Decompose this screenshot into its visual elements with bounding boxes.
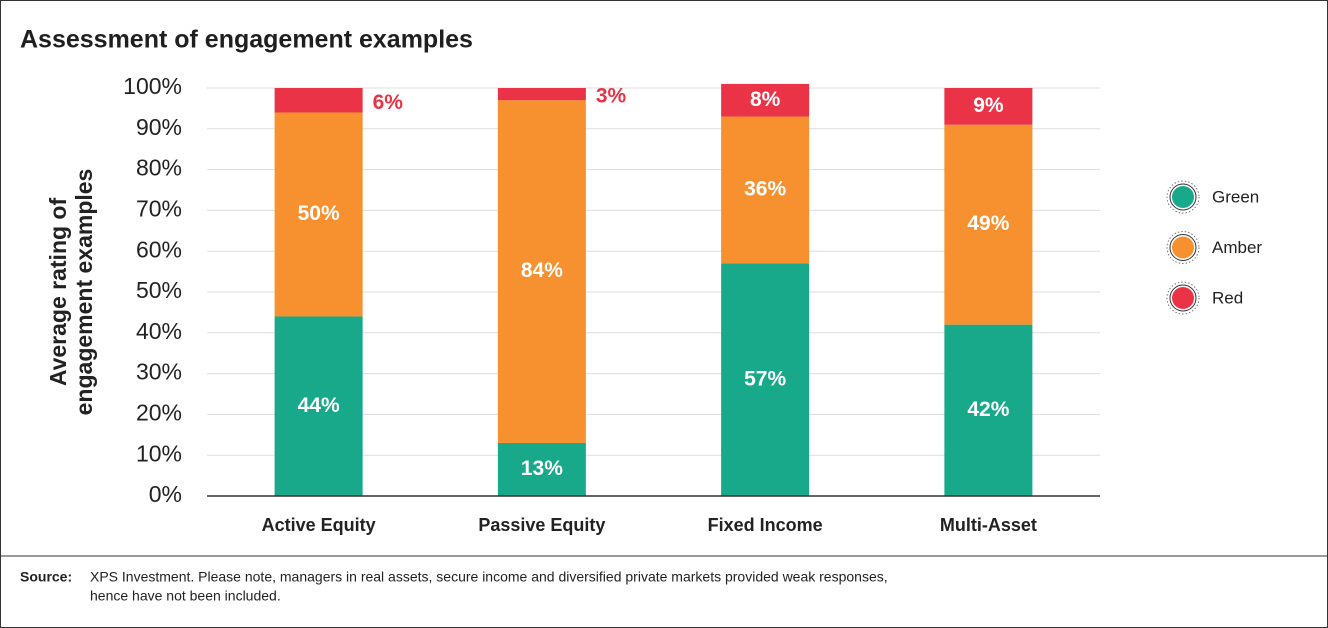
- y-tick-label: 90%: [136, 114, 182, 140]
- data-label: 50%: [298, 202, 340, 225]
- legend-swatch: [1172, 236, 1194, 259]
- bar-segment: [274, 88, 363, 113]
- legend-ring: [1166, 281, 1200, 315]
- x-tick-label: Fixed Income: [708, 515, 823, 535]
- data-label: 84%: [521, 259, 563, 282]
- x-tick-label: Passive Equity: [478, 515, 605, 535]
- y-tick-label: 70%: [136, 195, 182, 221]
- legend-swatch: [1172, 186, 1194, 208]
- legend-label: Amber: [1212, 238, 1262, 257]
- data-label: 13%: [521, 457, 563, 480]
- bar-segment: [497, 88, 586, 101]
- data-label: 8%: [750, 88, 781, 111]
- x-tick-label: Active Equity: [262, 515, 376, 535]
- data-label: 42%: [967, 398, 1009, 421]
- bar-segment: [497, 100, 586, 443]
- legend-swatch: [1172, 287, 1194, 309]
- legend-label: Red: [1212, 288, 1243, 307]
- x-tick-label: Multi-Asset: [940, 515, 1037, 535]
- bar-segment: [721, 263, 810, 496]
- y-tick-label: 80%: [136, 155, 182, 181]
- data-label: 9%: [973, 94, 1004, 117]
- y-axis-title: Average rating of: [45, 198, 71, 387]
- data-label: 6%: [373, 91, 404, 114]
- bar-segment: [721, 83, 810, 117]
- data-label: 49%: [967, 212, 1009, 235]
- source-label: Source:: [20, 569, 72, 585]
- y-tick-label: 40%: [136, 318, 182, 344]
- data-label: 57%: [744, 367, 786, 390]
- y-tick-label: 60%: [136, 236, 182, 262]
- source-text: hence have not been included.: [90, 588, 281, 604]
- bar-segment: [944, 324, 1033, 496]
- bar-segment: [944, 124, 1033, 325]
- chart-title: Assessment of engagement examples: [20, 26, 473, 54]
- legend-label: Green: [1212, 187, 1259, 206]
- data-label: 36%: [744, 178, 786, 201]
- y-tick-label: 30%: [136, 359, 182, 385]
- y-tick-label: 20%: [136, 399, 182, 425]
- legend-ring: [1166, 180, 1200, 214]
- y-tick-label: 10%: [136, 440, 182, 466]
- bar-segment: [274, 316, 363, 496]
- bar-segment: [721, 116, 810, 264]
- legend-ring: [1166, 231, 1200, 264]
- bar-segment: [497, 442, 586, 496]
- y-tick-label: 0%: [149, 481, 182, 507]
- data-label: 44%: [298, 394, 340, 417]
- bar-segment: [274, 112, 363, 317]
- y-tick-label: 50%: [136, 277, 182, 303]
- y-tick-label: 100%: [123, 73, 182, 99]
- data-label: 3%: [596, 85, 627, 108]
- source-text: XPS Investment. Please note, managers in…: [90, 569, 888, 585]
- y-axis-title: engagement examples: [71, 169, 97, 416]
- bar-segment: [944, 88, 1033, 125]
